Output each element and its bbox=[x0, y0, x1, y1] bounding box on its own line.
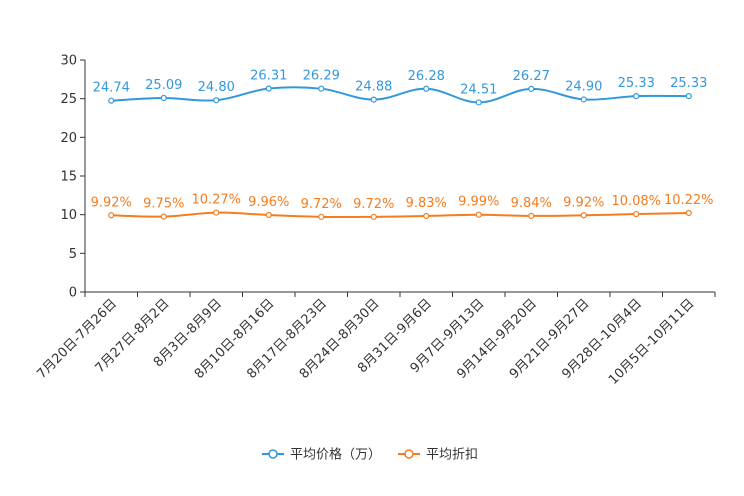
y-tick-label: 20 bbox=[60, 131, 77, 146]
data-label: 9.92% bbox=[91, 195, 132, 210]
data-point[interactable] bbox=[265, 211, 272, 219]
data-label: 26.31 bbox=[250, 69, 287, 84]
data-label: 10.22% bbox=[664, 193, 714, 208]
data-point[interactable] bbox=[475, 99, 482, 106]
data-label: 25.33 bbox=[670, 76, 707, 91]
legend-label: 平均折扣 bbox=[426, 448, 478, 463]
data-point[interactable] bbox=[370, 96, 377, 103]
legend: 平均价格（万） 平均折扣 bbox=[262, 447, 478, 463]
data-point[interactable] bbox=[580, 212, 587, 219]
data-label: 25.09 bbox=[145, 78, 182, 93]
data-point[interactable] bbox=[423, 212, 430, 220]
data-label: 26.27 bbox=[513, 69, 550, 84]
data-point[interactable] bbox=[318, 85, 325, 92]
data-label: 9.96% bbox=[248, 195, 289, 210]
data-label: 9.72% bbox=[301, 197, 342, 212]
data-label: 10.27% bbox=[191, 193, 241, 208]
data-label: 9.72% bbox=[353, 197, 394, 212]
data-label: 26.28 bbox=[408, 69, 445, 84]
data-label: 24.51 bbox=[460, 82, 497, 97]
legend-marker bbox=[268, 449, 278, 459]
data-point[interactable] bbox=[318, 213, 325, 220]
data-point[interactable] bbox=[160, 94, 167, 102]
data-point[interactable] bbox=[633, 93, 640, 100]
legend-item-avg-discount[interactable]: 平均折扣 bbox=[398, 448, 478, 463]
data-point[interactable] bbox=[160, 213, 167, 220]
y-tick-label: 25 bbox=[60, 92, 77, 107]
data-label: 26.29 bbox=[303, 69, 340, 84]
y-tick-label: 5 bbox=[69, 247, 77, 262]
axes: 0510152025307月20日-7月26日7月27日-8月2日8月3日-8月… bbox=[34, 54, 716, 388]
data-label: 24.74 bbox=[93, 81, 130, 96]
data-label: 25.33 bbox=[618, 76, 655, 91]
data-label: 24.88 bbox=[355, 80, 392, 95]
data-point[interactable] bbox=[685, 209, 692, 217]
data-point[interactable] bbox=[580, 96, 587, 103]
data-point[interactable] bbox=[108, 97, 115, 104]
data-point[interactable] bbox=[475, 211, 482, 218]
data-point[interactable] bbox=[685, 93, 692, 100]
series-avg-discount: 9.92% 9.75% 10.27% 9.96% 9.72% 9.72% 9.83% 9.99… bbox=[91, 193, 714, 220]
y-tick-label: 15 bbox=[60, 170, 77, 185]
data-label: 9.83% bbox=[406, 196, 447, 211]
y-tick-label: 10 bbox=[60, 208, 77, 223]
data-label: 9.84% bbox=[511, 196, 552, 211]
data-point[interactable] bbox=[633, 210, 640, 218]
data-label: 9.92% bbox=[563, 195, 604, 210]
data-point[interactable] bbox=[423, 85, 430, 92]
data-label: 24.90 bbox=[565, 79, 602, 94]
legend-label: 平均价格（万） bbox=[290, 447, 381, 463]
data-point[interactable] bbox=[528, 212, 535, 220]
series-avg-price: 24.74 25.09 24.80 26.31 26.29 24.88 26.28 24.51… bbox=[93, 69, 707, 106]
series-line bbox=[111, 211, 689, 219]
legend-item-avg-price[interactable]: 平均价格（万） bbox=[262, 447, 381, 463]
data-point[interactable] bbox=[213, 209, 220, 216]
data-point[interactable] bbox=[108, 212, 115, 219]
data-point[interactable] bbox=[528, 85, 535, 92]
data-label: 24.80 bbox=[198, 80, 235, 95]
data-label: 10.08% bbox=[611, 194, 661, 209]
legend-marker bbox=[404, 449, 414, 459]
data-point[interactable] bbox=[213, 97, 220, 104]
data-label: 9.75% bbox=[143, 197, 184, 212]
data-point[interactable] bbox=[265, 85, 272, 92]
data-point[interactable] bbox=[370, 213, 377, 220]
y-tick-label: 30 bbox=[60, 54, 77, 69]
series-line bbox=[111, 86, 689, 104]
y-tick-label: 0 bbox=[69, 286, 77, 301]
data-label: 9.99% bbox=[458, 195, 499, 210]
series-layer: 24.74 25.09 24.80 26.31 26.29 24.88 26.28 24.51… bbox=[91, 69, 714, 220]
